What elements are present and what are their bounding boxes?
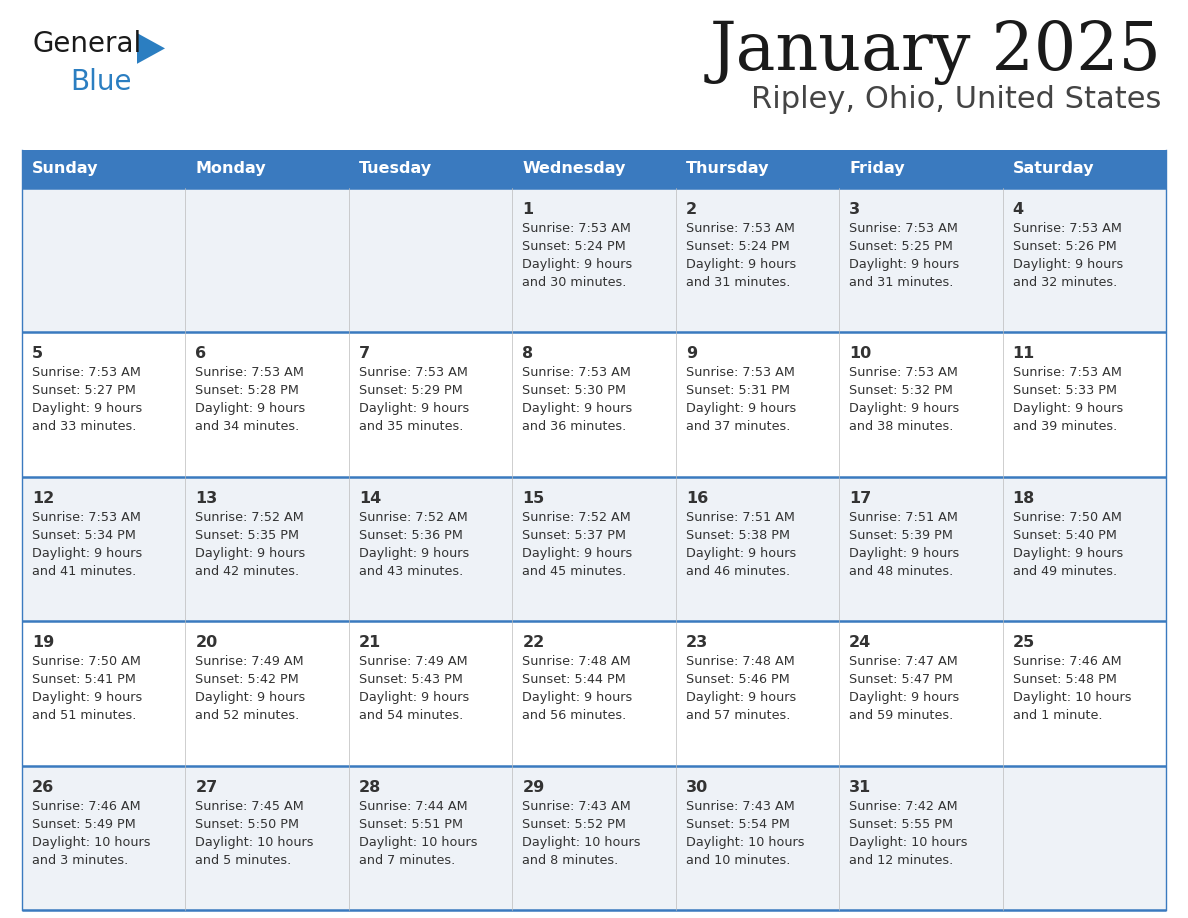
Text: Sunrise: 7:45 AM
Sunset: 5:50 PM
Daylight: 10 hours
and 5 minutes.: Sunrise: 7:45 AM Sunset: 5:50 PM Dayligh… bbox=[196, 800, 314, 867]
Text: Sunrise: 7:53 AM
Sunset: 5:25 PM
Daylight: 9 hours
and 31 minutes.: Sunrise: 7:53 AM Sunset: 5:25 PM Dayligh… bbox=[849, 222, 960, 289]
Text: 31: 31 bbox=[849, 779, 871, 795]
Text: Sunrise: 7:43 AM
Sunset: 5:54 PM
Daylight: 10 hours
and 10 minutes.: Sunrise: 7:43 AM Sunset: 5:54 PM Dayligh… bbox=[685, 800, 804, 867]
Text: 15: 15 bbox=[523, 491, 544, 506]
Text: Thursday: Thursday bbox=[685, 162, 769, 176]
Text: January 2025: January 2025 bbox=[709, 20, 1161, 85]
Text: 9: 9 bbox=[685, 346, 697, 362]
Text: Sunrise: 7:53 AM
Sunset: 5:33 PM
Daylight: 9 hours
and 39 minutes.: Sunrise: 7:53 AM Sunset: 5:33 PM Dayligh… bbox=[1012, 366, 1123, 433]
Polygon shape bbox=[137, 33, 165, 63]
Text: Wednesday: Wednesday bbox=[523, 162, 626, 176]
Text: 18: 18 bbox=[1012, 491, 1035, 506]
Text: Sunrise: 7:44 AM
Sunset: 5:51 PM
Daylight: 10 hours
and 7 minutes.: Sunrise: 7:44 AM Sunset: 5:51 PM Dayligh… bbox=[359, 800, 478, 867]
Text: 26: 26 bbox=[32, 779, 55, 795]
Text: 2: 2 bbox=[685, 202, 697, 217]
Text: 21: 21 bbox=[359, 635, 381, 650]
Text: Sunrise: 7:53 AM
Sunset: 5:26 PM
Daylight: 9 hours
and 32 minutes.: Sunrise: 7:53 AM Sunset: 5:26 PM Dayligh… bbox=[1012, 222, 1123, 289]
Text: 10: 10 bbox=[849, 346, 871, 362]
Bar bbox=[23, 332, 1165, 476]
Text: Friday: Friday bbox=[849, 162, 905, 176]
Text: 22: 22 bbox=[523, 635, 544, 650]
Text: 8: 8 bbox=[523, 346, 533, 362]
Text: Sunrise: 7:53 AM
Sunset: 5:31 PM
Daylight: 9 hours
and 37 minutes.: Sunrise: 7:53 AM Sunset: 5:31 PM Dayligh… bbox=[685, 366, 796, 433]
Text: Sunrise: 7:53 AM
Sunset: 5:34 PM
Daylight: 9 hours
and 41 minutes.: Sunrise: 7:53 AM Sunset: 5:34 PM Dayligh… bbox=[32, 510, 143, 577]
Bar bbox=[23, 150, 1165, 188]
Text: 24: 24 bbox=[849, 635, 871, 650]
Text: 4: 4 bbox=[1012, 202, 1024, 217]
Bar bbox=[23, 621, 1165, 766]
Text: Tuesday: Tuesday bbox=[359, 162, 432, 176]
Text: Sunrise: 7:48 AM
Sunset: 5:44 PM
Daylight: 9 hours
and 56 minutes.: Sunrise: 7:48 AM Sunset: 5:44 PM Dayligh… bbox=[523, 655, 632, 722]
Text: Sunrise: 7:47 AM
Sunset: 5:47 PM
Daylight: 9 hours
and 59 minutes.: Sunrise: 7:47 AM Sunset: 5:47 PM Dayligh… bbox=[849, 655, 960, 722]
Text: 7: 7 bbox=[359, 346, 369, 362]
Text: 12: 12 bbox=[32, 491, 55, 506]
Bar bbox=[23, 766, 1165, 910]
Text: Sunrise: 7:49 AM
Sunset: 5:43 PM
Daylight: 9 hours
and 54 minutes.: Sunrise: 7:49 AM Sunset: 5:43 PM Dayligh… bbox=[359, 655, 469, 722]
Text: 28: 28 bbox=[359, 779, 381, 795]
Text: 14: 14 bbox=[359, 491, 381, 506]
Text: 25: 25 bbox=[1012, 635, 1035, 650]
Text: Sunrise: 7:43 AM
Sunset: 5:52 PM
Daylight: 10 hours
and 8 minutes.: Sunrise: 7:43 AM Sunset: 5:52 PM Dayligh… bbox=[523, 800, 640, 867]
Text: Sunrise: 7:53 AM
Sunset: 5:32 PM
Daylight: 9 hours
and 38 minutes.: Sunrise: 7:53 AM Sunset: 5:32 PM Dayligh… bbox=[849, 366, 960, 433]
Text: Monday: Monday bbox=[196, 162, 266, 176]
Text: Sunrise: 7:53 AM
Sunset: 5:24 PM
Daylight: 9 hours
and 31 minutes.: Sunrise: 7:53 AM Sunset: 5:24 PM Dayligh… bbox=[685, 222, 796, 289]
Text: Sunrise: 7:52 AM
Sunset: 5:36 PM
Daylight: 9 hours
and 43 minutes.: Sunrise: 7:52 AM Sunset: 5:36 PM Dayligh… bbox=[359, 510, 469, 577]
Text: Sunrise: 7:46 AM
Sunset: 5:48 PM
Daylight: 10 hours
and 1 minute.: Sunrise: 7:46 AM Sunset: 5:48 PM Dayligh… bbox=[1012, 655, 1131, 722]
Text: 20: 20 bbox=[196, 635, 217, 650]
Bar bbox=[23, 476, 1165, 621]
Text: 3: 3 bbox=[849, 202, 860, 217]
Text: Sunday: Sunday bbox=[32, 162, 99, 176]
Text: Sunrise: 7:51 AM
Sunset: 5:38 PM
Daylight: 9 hours
and 46 minutes.: Sunrise: 7:51 AM Sunset: 5:38 PM Dayligh… bbox=[685, 510, 796, 577]
Text: Sunrise: 7:53 AM
Sunset: 5:28 PM
Daylight: 9 hours
and 34 minutes.: Sunrise: 7:53 AM Sunset: 5:28 PM Dayligh… bbox=[196, 366, 305, 433]
Text: Sunrise: 7:53 AM
Sunset: 5:27 PM
Daylight: 9 hours
and 33 minutes.: Sunrise: 7:53 AM Sunset: 5:27 PM Dayligh… bbox=[32, 366, 143, 433]
Text: 16: 16 bbox=[685, 491, 708, 506]
Text: Saturday: Saturday bbox=[1012, 162, 1094, 176]
Text: 5: 5 bbox=[32, 346, 43, 362]
Text: Sunrise: 7:50 AM
Sunset: 5:40 PM
Daylight: 9 hours
and 49 minutes.: Sunrise: 7:50 AM Sunset: 5:40 PM Dayligh… bbox=[1012, 510, 1123, 577]
Text: Sunrise: 7:42 AM
Sunset: 5:55 PM
Daylight: 10 hours
and 12 minutes.: Sunrise: 7:42 AM Sunset: 5:55 PM Dayligh… bbox=[849, 800, 968, 867]
Text: 23: 23 bbox=[685, 635, 708, 650]
Text: Sunrise: 7:52 AM
Sunset: 5:35 PM
Daylight: 9 hours
and 42 minutes.: Sunrise: 7:52 AM Sunset: 5:35 PM Dayligh… bbox=[196, 510, 305, 577]
Text: Ripley, Ohio, United States: Ripley, Ohio, United States bbox=[751, 85, 1161, 114]
Text: 6: 6 bbox=[196, 346, 207, 362]
Text: Sunrise: 7:53 AM
Sunset: 5:30 PM
Daylight: 9 hours
and 36 minutes.: Sunrise: 7:53 AM Sunset: 5:30 PM Dayligh… bbox=[523, 366, 632, 433]
Text: 27: 27 bbox=[196, 779, 217, 795]
Text: Sunrise: 7:50 AM
Sunset: 5:41 PM
Daylight: 9 hours
and 51 minutes.: Sunrise: 7:50 AM Sunset: 5:41 PM Dayligh… bbox=[32, 655, 143, 722]
Text: Sunrise: 7:51 AM
Sunset: 5:39 PM
Daylight: 9 hours
and 48 minutes.: Sunrise: 7:51 AM Sunset: 5:39 PM Dayligh… bbox=[849, 510, 960, 577]
Text: Sunrise: 7:48 AM
Sunset: 5:46 PM
Daylight: 9 hours
and 57 minutes.: Sunrise: 7:48 AM Sunset: 5:46 PM Dayligh… bbox=[685, 655, 796, 722]
Text: 1: 1 bbox=[523, 202, 533, 217]
Text: General: General bbox=[32, 30, 141, 58]
Text: 30: 30 bbox=[685, 779, 708, 795]
Text: Sunrise: 7:49 AM
Sunset: 5:42 PM
Daylight: 9 hours
and 52 minutes.: Sunrise: 7:49 AM Sunset: 5:42 PM Dayligh… bbox=[196, 655, 305, 722]
Text: Sunrise: 7:53 AM
Sunset: 5:29 PM
Daylight: 9 hours
and 35 minutes.: Sunrise: 7:53 AM Sunset: 5:29 PM Dayligh… bbox=[359, 366, 469, 433]
Text: Blue: Blue bbox=[70, 68, 132, 96]
Text: 29: 29 bbox=[523, 779, 544, 795]
Bar bbox=[23, 188, 1165, 332]
Text: 19: 19 bbox=[32, 635, 55, 650]
Text: Sunrise: 7:52 AM
Sunset: 5:37 PM
Daylight: 9 hours
and 45 minutes.: Sunrise: 7:52 AM Sunset: 5:37 PM Dayligh… bbox=[523, 510, 632, 577]
Text: 17: 17 bbox=[849, 491, 871, 506]
Text: 11: 11 bbox=[1012, 346, 1035, 362]
Text: Sunrise: 7:53 AM
Sunset: 5:24 PM
Daylight: 9 hours
and 30 minutes.: Sunrise: 7:53 AM Sunset: 5:24 PM Dayligh… bbox=[523, 222, 632, 289]
Text: 13: 13 bbox=[196, 491, 217, 506]
Text: Sunrise: 7:46 AM
Sunset: 5:49 PM
Daylight: 10 hours
and 3 minutes.: Sunrise: 7:46 AM Sunset: 5:49 PM Dayligh… bbox=[32, 800, 151, 867]
